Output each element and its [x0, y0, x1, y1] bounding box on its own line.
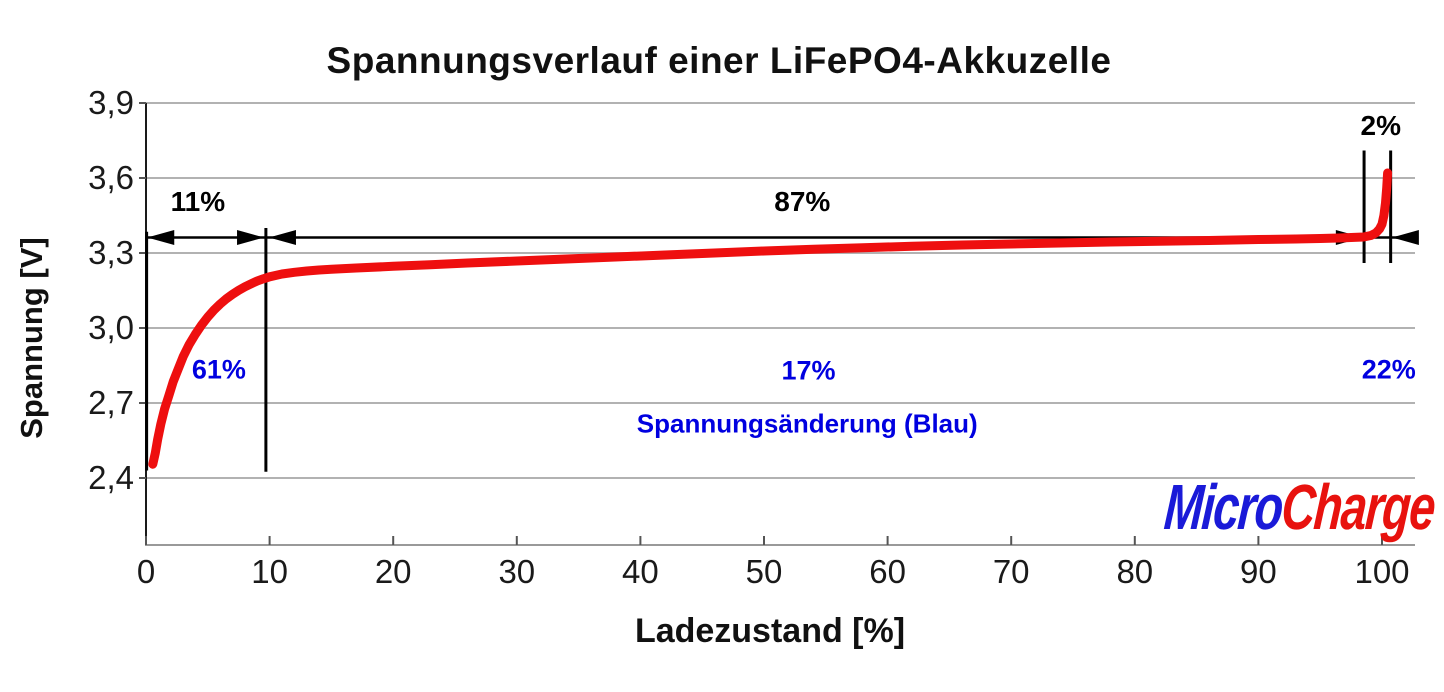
microcharge-logo: MicroCharge — [1162, 471, 1437, 543]
y-tick-label: 3,6 — [88, 159, 134, 196]
voltage-curve — [148, 168, 1393, 469]
x-tick-label: 50 — [745, 553, 783, 590]
dimension-arrowhead-left — [147, 230, 175, 245]
logo-micro: Micro — [1161, 471, 1285, 543]
annotation-voltage-share-22pct: 22% — [1361, 354, 1416, 385]
x-tick-label: 100 — [1354, 553, 1410, 590]
y-tick-label: 3,3 — [88, 234, 134, 271]
x-tick-label: 0 — [136, 553, 156, 590]
x-tick-label: 60 — [869, 553, 906, 590]
dimension-arrowhead-right — [237, 230, 265, 245]
annotation-voltage-change-caption: Spannungsänderung (Blau) — [636, 408, 978, 439]
annotation-soc-span-87pct: 87% — [774, 186, 831, 217]
chart-title: Spannungsverlauf einer LiFePO4-Akkuzelle — [326, 40, 1112, 81]
dimension-arrowhead-left — [268, 230, 296, 245]
x-tick-label: 40 — [622, 553, 659, 590]
x-tick-label: 30 — [498, 553, 536, 590]
annotation-soc-span-2pct: 2% — [1360, 110, 1401, 141]
annotation-voltage-share-17pct: 17% — [781, 355, 836, 386]
x-tick-label: 20 — [374, 553, 412, 590]
y-tick-label: 2,4 — [88, 459, 134, 496]
y-tick-label: 2,7 — [88, 384, 134, 421]
x-axis-title: Ladezustand [%] — [634, 612, 906, 650]
x-tick-label: 70 — [992, 553, 1030, 590]
y-tick-label: 3,0 — [88, 309, 134, 346]
x-tick-label: 10 — [251, 553, 288, 590]
logo-charge: Charge — [1279, 471, 1437, 543]
y-tick-label: 3,9 — [88, 84, 134, 121]
dimension-arrowhead-left — [1391, 230, 1419, 245]
x-tick-label: 80 — [1116, 553, 1154, 590]
x-tick-label: 90 — [1240, 553, 1277, 590]
annotation-soc-span-11pct: 11% — [170, 186, 226, 217]
annotation-voltage-share-61pct: 61% — [191, 354, 246, 385]
